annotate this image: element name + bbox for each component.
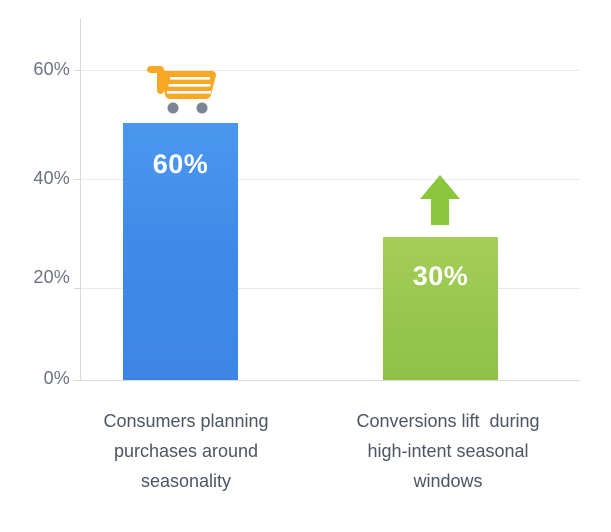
category-label-line: purchases around xyxy=(113,441,259,461)
category-label-line: Conversions lift during xyxy=(356,411,540,431)
category-label-consumers: Consumers planning purchases around seas… xyxy=(56,406,316,496)
gridline-40 xyxy=(80,179,580,180)
category-label-line: windows xyxy=(413,471,483,491)
y-tick-mark-20 xyxy=(74,288,80,289)
y-axis-line xyxy=(80,18,81,380)
bar-value-label: 30% xyxy=(412,261,469,291)
y-tick-label-60: 60% xyxy=(33,59,70,79)
y-tick-label-0: 0% xyxy=(43,368,70,388)
gridline-60 xyxy=(80,70,580,71)
category-label-line: seasonality xyxy=(140,471,232,491)
y-tick-label-20: 20% xyxy=(33,267,70,287)
category-label-conversions: Conversions lift during high-intent seas… xyxy=(322,406,574,496)
category-label-line: high-intent seasonal xyxy=(367,441,529,461)
plot-area: 60% 30% xyxy=(80,18,580,380)
x-axis-line xyxy=(80,380,580,381)
up-arrow-icon xyxy=(418,173,462,227)
bar-value-label: 60% xyxy=(152,149,209,179)
bar-consumers-planning[interactable]: 60% xyxy=(123,123,238,380)
y-tick-mark-40 xyxy=(74,179,80,180)
y-tick-mark-60 xyxy=(74,70,80,71)
y-tick-label-40: 40% xyxy=(33,168,70,188)
shopping-cart-icon xyxy=(145,63,217,115)
category-label-line: Consumers planning xyxy=(103,411,269,431)
y-tick-mark-0 xyxy=(74,380,80,381)
gridline-20 xyxy=(80,288,580,289)
bar-conversions-lift[interactable]: 30% xyxy=(383,237,498,380)
